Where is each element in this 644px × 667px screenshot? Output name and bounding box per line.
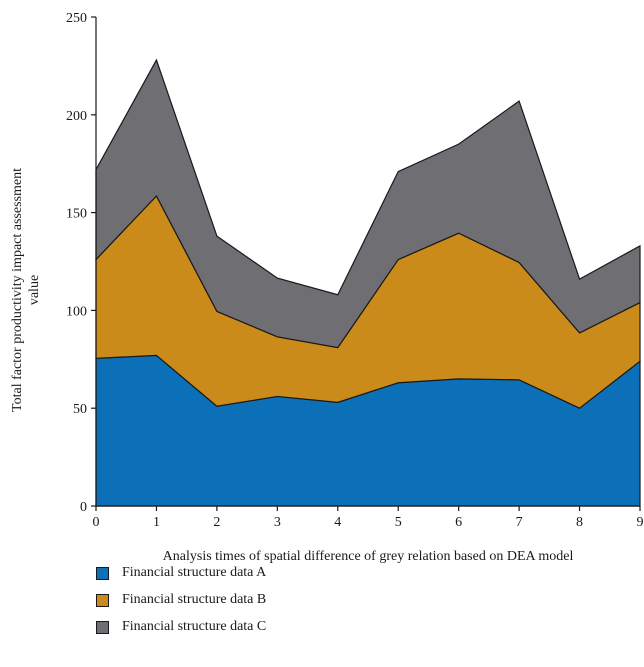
- x-tick-label: 3: [274, 515, 281, 530]
- x-tick-label: 5: [395, 515, 402, 530]
- y-tick-label: 150: [66, 207, 87, 222]
- x-axis-label: Analysis times of spatial difference of …: [163, 549, 574, 564]
- x-tick-label: 0: [93, 515, 100, 530]
- legend-swatch: [96, 593, 109, 607]
- x-tick-label: 6: [455, 515, 462, 530]
- legend-swatch: [96, 566, 109, 580]
- legend-label: Financial structure data A: [122, 565, 267, 580]
- legend-item-b: Financial structure data B: [96, 589, 266, 611]
- legend: Financial structure data A Financial stru…: [96, 562, 266, 643]
- x-tick-label: 9: [637, 515, 644, 530]
- y-tick-label: 200: [66, 109, 87, 124]
- legend-label: Financial structure data B: [122, 592, 267, 607]
- legend-item-c: Financial structure data C: [96, 616, 266, 638]
- y-tick-label: 100: [66, 304, 87, 319]
- x-tick-label: 7: [516, 515, 523, 530]
- legend-swatch: [96, 620, 109, 634]
- y-tick-label: 250: [66, 11, 87, 26]
- areas-layer: [95, 58, 641, 507]
- x-tick-label: 8: [576, 515, 583, 530]
- axes-layer: [95, 17, 640, 507]
- x-tick-label: 2: [213, 515, 220, 530]
- x-tick-label: 4: [334, 515, 341, 530]
- ticks-layer: 0 50 100 150 200 250 0 1 2 3 4 5 6 7 8 9: [66, 11, 644, 530]
- legend-item-a: Financial structure data A: [96, 562, 266, 584]
- legend-label: Financial structure data C: [122, 619, 267, 634]
- area-series-c: [95, 58, 641, 349]
- y-axis-label: Total factor productivity impact assessm…: [10, 168, 42, 412]
- y-tick-label: 50: [73, 402, 87, 417]
- x-tick-label: 1: [153, 515, 160, 530]
- y-tick-label: 0: [80, 500, 87, 515]
